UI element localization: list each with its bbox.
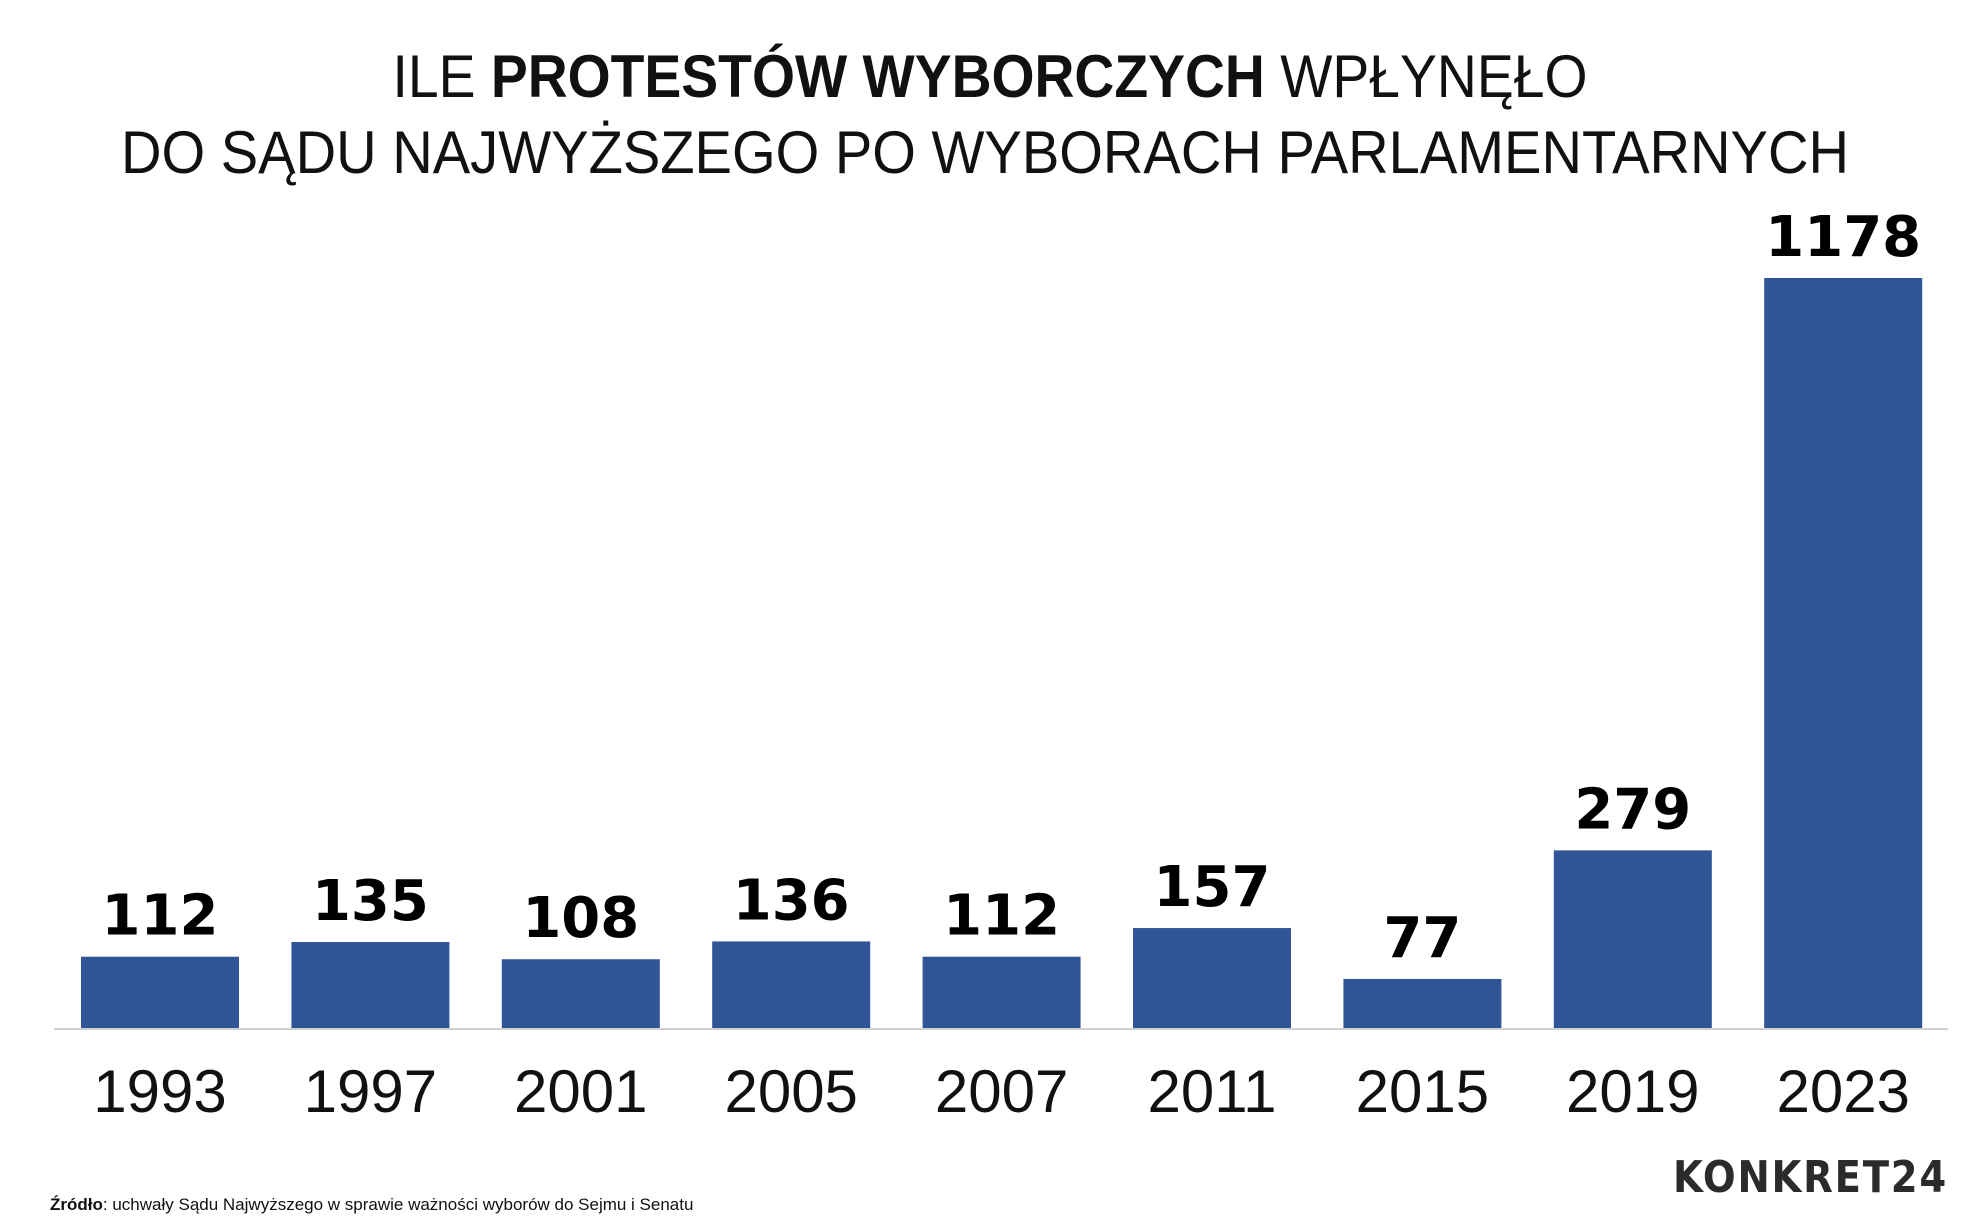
bar-2019 (1553, 850, 1712, 1028)
bar-2001 (501, 959, 660, 1028)
x-tick-label-2011: 2011 (1147, 1058, 1276, 1125)
bar-2007 (922, 956, 1081, 1028)
bar-1997 (291, 942, 450, 1028)
x-tick-label-2019: 2019 (1566, 1058, 1699, 1125)
x-tick-label-2005: 2005 (724, 1058, 857, 1125)
bar-2011 (1133, 928, 1291, 1028)
x-tick-label-2015: 2015 (1356, 1058, 1489, 1125)
data-label-2023: 1178 (1765, 205, 1921, 270)
title-part: ILE (393, 43, 491, 110)
x-tick-label-1993: 1993 (93, 1058, 226, 1125)
data-label-2019: 279 (1574, 777, 1691, 842)
chart-title-line1: ILE PROTESTÓW WYBORCZYCH WPŁYNĘŁO (393, 43, 1588, 110)
data-label-2005: 136 (733, 868, 850, 933)
x-tick-label-2001: 2001 (514, 1058, 647, 1125)
title-part: WPŁYNĘŁO (1265, 43, 1588, 110)
bar-2005 (712, 941, 871, 1028)
data-label-2001: 108 (522, 886, 639, 951)
x-tick-label-2007: 2007 (935, 1058, 1068, 1125)
source-note: Źródło: uchwały Sądu Najwyższego w spraw… (50, 1195, 693, 1214)
x-tick-label-1997: 1997 (304, 1058, 437, 1125)
title-part-bold: PROTESTÓW WYBORCZYCH (491, 43, 1265, 110)
chart-title-line2: DO SĄDU NAJWYŻSZEGO PO WYBORACH PARLAMEN… (121, 119, 1849, 186)
bar-1993 (81, 956, 239, 1028)
data-label-1993: 112 (102, 884, 219, 949)
data-label-2007: 112 (943, 884, 1060, 949)
konkret24-logo: KONKRET24 (1673, 1152, 1948, 1203)
data-label-1997: 135 (312, 869, 429, 934)
source-text: : uchwały Sądu Najwyższego w sprawie waż… (103, 1195, 694, 1214)
source-label: Źródło (50, 1195, 103, 1214)
bar-2023 (1764, 278, 1923, 1028)
x-tick-label-2023: 2023 (1776, 1058, 1909, 1125)
data-label-2011: 157 (1154, 855, 1271, 920)
bar-2015 (1343, 978, 1502, 1028)
data-label-2015: 77 (1383, 906, 1461, 971)
